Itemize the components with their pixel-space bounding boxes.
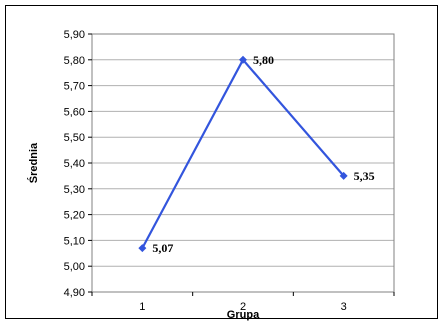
y-tick-label: 5,80	[64, 55, 85, 67]
y-tick-label: 5,30	[64, 184, 85, 196]
x-tick-label: 1	[139, 301, 145, 313]
data-labels: 5,07 5,80 5,35	[152, 53, 374, 255]
data-point-marker	[339, 171, 348, 180]
y-tick-label: 5,60	[64, 106, 85, 118]
y-axis-ticks: 4,90 5,00 5,10 5,20 5,30 5,40 5,50 5,60 5,70 5,80…	[64, 29, 92, 299]
data-label: 5,07	[152, 241, 173, 255]
series-markers	[138, 55, 348, 253]
y-tick-label: 4,90	[64, 287, 85, 299]
y-tick-label: 5,70	[64, 81, 85, 93]
x-tick-label: 2	[240, 301, 246, 313]
y-tick-label: 5,20	[64, 210, 85, 222]
x-axis-ticks: 1 2 3	[91, 292, 395, 313]
y-tick-label: 5,10	[64, 235, 85, 247]
y-tick-label: 5,00	[64, 261, 85, 273]
grid-lines	[92, 33, 394, 293]
data-point-marker	[239, 55, 247, 64]
y-tick-label: 5,40	[64, 158, 85, 170]
x-axis-title: Grupa	[227, 309, 260, 321]
data-point-marker	[138, 244, 147, 253]
y-axis-title: Średnia	[27, 142, 40, 183]
x-tick-label: 3	[341, 301, 347, 313]
y-tick-label: 5,90	[64, 29, 85, 41]
data-label: 5,80	[253, 53, 274, 67]
series-line	[141, 57, 345, 249]
data-label: 5,35	[354, 169, 375, 183]
y-tick-label: 5,50	[64, 132, 85, 144]
